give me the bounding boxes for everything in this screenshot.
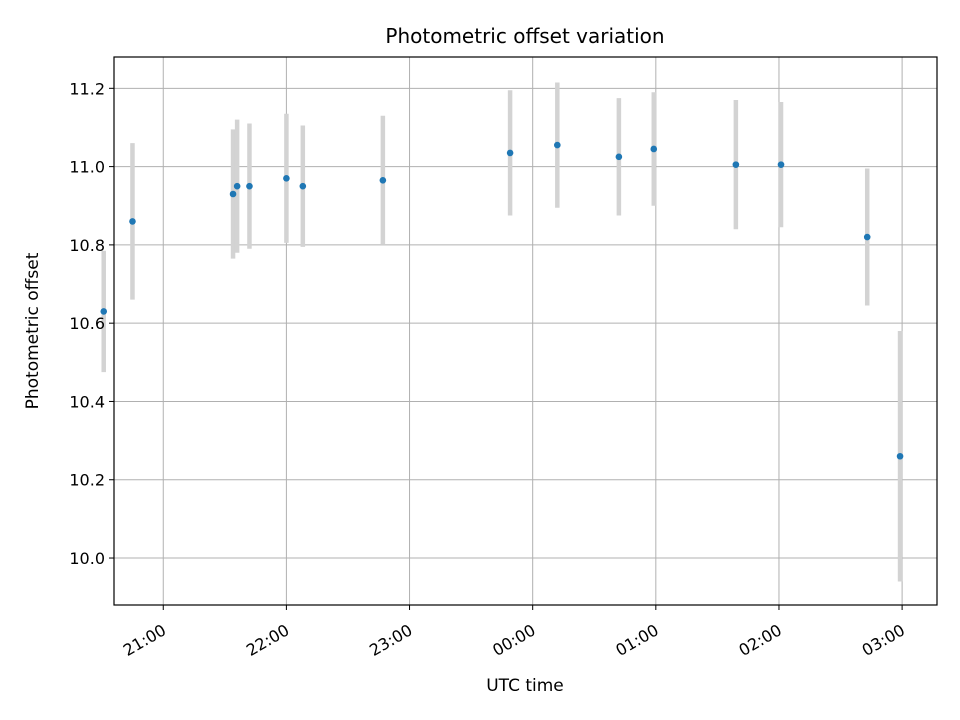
y-tick-label: 10.0	[69, 549, 105, 568]
data-point	[615, 153, 623, 161]
y-tick-label: 11.0	[69, 158, 105, 177]
y-tick-label: 11.2	[69, 79, 105, 98]
y-tick-label: 10.8	[69, 236, 105, 255]
data-point	[233, 182, 241, 190]
data-points	[100, 141, 904, 460]
data-point	[650, 145, 658, 153]
y-axis-title: Photometric offset	[23, 252, 43, 409]
data-point	[299, 182, 307, 190]
data-point	[777, 161, 785, 168]
data-point	[246, 182, 253, 190]
data-point	[229, 190, 237, 198]
data-point	[863, 233, 871, 241]
y-axis-ticks: 10.0 10.2 10.4 10.6 10.8 11.0 11.2	[69, 79, 114, 568]
plot-frame	[113, 56, 938, 606]
x-axis-title: UTC time	[486, 676, 564, 696]
data-point	[554, 141, 561, 149]
y-tick-label: 10.6	[69, 314, 105, 333]
data-point	[896, 452, 904, 460]
data-point	[283, 175, 290, 182]
chart-title: Photometric offset variation	[385, 24, 664, 48]
data-point	[379, 177, 387, 184]
y-tick-label: 10.2	[69, 471, 105, 490]
data-point	[506, 149, 514, 157]
data-point	[732, 161, 740, 168]
data-point	[100, 308, 108, 315]
y-tick-label: 10.4	[69, 392, 105, 411]
data-point	[129, 218, 136, 225]
